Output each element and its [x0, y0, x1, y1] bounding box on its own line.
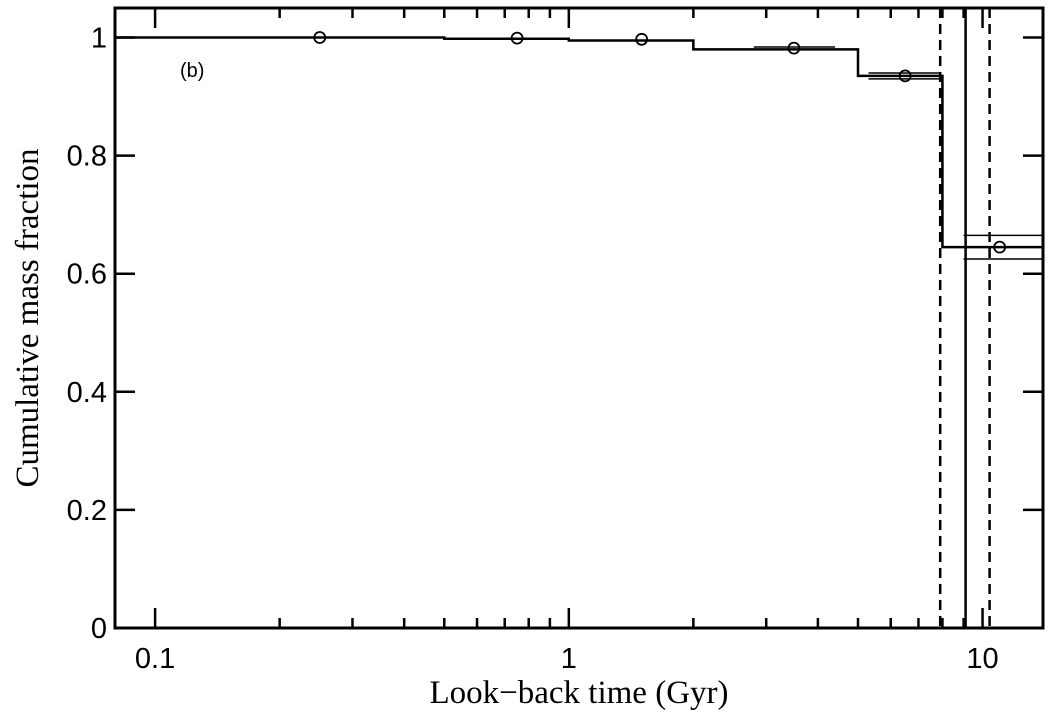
y-axis-label: Cumulative mass fraction	[10, 148, 46, 487]
y-tick-label: 0.8	[67, 141, 107, 173]
x-tick-label: 0.1	[135, 643, 175, 675]
x-axis-label: Look−back time (Gyr)	[429, 675, 728, 711]
y-tick-label: 0.2	[67, 495, 107, 527]
y-tick-label: 1	[91, 23, 107, 55]
step-line	[115, 36, 1043, 249]
y-tick-label: 0.6	[67, 259, 107, 291]
x-tick-label: 10	[966, 643, 998, 675]
annotation: (b)	[180, 60, 204, 82]
data-point	[635, 32, 649, 46]
data-point	[993, 240, 1007, 254]
y-tick-label: 0.4	[67, 377, 107, 409]
data-point	[898, 69, 912, 83]
data-point	[510, 31, 524, 45]
data-point	[787, 41, 801, 55]
plot-frame	[113, 6, 1045, 630]
x-tick-label: 1	[561, 643, 577, 675]
data-point	[313, 31, 327, 44]
y-tick-label: 0	[91, 613, 107, 645]
